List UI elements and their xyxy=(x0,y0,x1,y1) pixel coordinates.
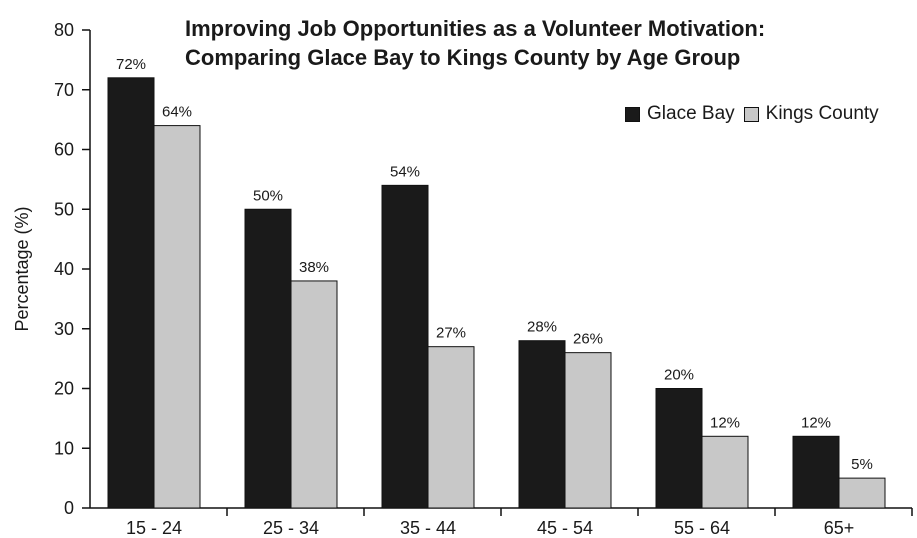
bar-kings-county-4 xyxy=(701,435,749,509)
data-label-glace-bay-1: 50% xyxy=(253,187,283,204)
y-tick-label-60: 60 xyxy=(54,140,74,160)
bar-glace-bay-5 xyxy=(792,435,840,509)
bar-kings-county-0 xyxy=(153,125,201,509)
y-tick-label-10: 10 xyxy=(54,438,74,458)
x-tick-label-3: 45 - 54 xyxy=(537,518,593,538)
legend-swatch-glace-bay xyxy=(625,106,640,122)
x-tick-label-2: 35 - 44 xyxy=(400,518,456,538)
y-tick-label-30: 30 xyxy=(54,319,74,339)
bar-glace-bay-1 xyxy=(244,208,292,509)
bar-kings-county-3 xyxy=(564,352,612,509)
chart-legend: Glace Bay Kings County xyxy=(625,103,888,125)
bar-kings-county-1 xyxy=(290,280,338,509)
data-label-kings-county-3: 26% xyxy=(573,331,603,348)
bar-kings-county-2 xyxy=(427,346,475,509)
data-label-kings-county-2: 27% xyxy=(436,325,466,342)
y-tick-label-70: 70 xyxy=(54,80,74,100)
x-tick-label-4: 55 - 64 xyxy=(674,518,730,538)
chart-title-line-2: Comparing Glace Bay to Kings County by A… xyxy=(185,45,741,70)
y-tick-label-50: 50 xyxy=(54,199,74,219)
bar-kings-county-5 xyxy=(838,477,886,509)
data-label-kings-county-0: 64% xyxy=(162,104,192,121)
data-label-glace-bay-4: 20% xyxy=(664,367,694,384)
legend-label-kings-county: Kings County xyxy=(765,103,879,124)
data-label-kings-county-1: 38% xyxy=(299,259,329,276)
x-tick-label-5: 65+ xyxy=(824,518,855,538)
data-label-glace-bay-3: 28% xyxy=(527,319,557,336)
chart-title-line-1: Improving Job Opportunities as a Volunte… xyxy=(185,16,766,41)
data-label-glace-bay-5: 12% xyxy=(801,414,831,431)
y-tick-label-20: 20 xyxy=(54,379,74,399)
y-tick-label-80: 80 xyxy=(54,20,74,40)
legend-item-glace-bay: Glace Bay xyxy=(625,103,735,125)
legend-item-kings-county: Kings County xyxy=(743,103,879,125)
x-tick-label-1: 25 - 34 xyxy=(263,518,319,538)
legend-swatch-kings-county xyxy=(743,106,759,122)
y-axis-label: Percentage (%) xyxy=(12,206,32,331)
data-label-kings-county-4: 12% xyxy=(710,414,740,431)
x-tick-label-0: 15 - 24 xyxy=(126,518,182,538)
chart-title: Improving Job Opportunities as a Volunte… xyxy=(185,14,905,72)
data-label-kings-county-5: 5% xyxy=(851,456,873,473)
y-tick-label-0: 0 xyxy=(64,498,74,518)
bar-glace-bay-3 xyxy=(518,340,566,509)
y-tick-label-40: 40 xyxy=(54,259,74,279)
bar-glace-bay-0 xyxy=(107,77,155,509)
data-label-glace-bay-0: 72% xyxy=(116,56,146,73)
data-label-glace-bay-2: 54% xyxy=(390,163,420,180)
bar-glace-bay-4 xyxy=(655,388,703,509)
bar-glace-bay-2 xyxy=(381,184,429,509)
legend-label-glace-bay: Glace Bay xyxy=(647,103,735,124)
